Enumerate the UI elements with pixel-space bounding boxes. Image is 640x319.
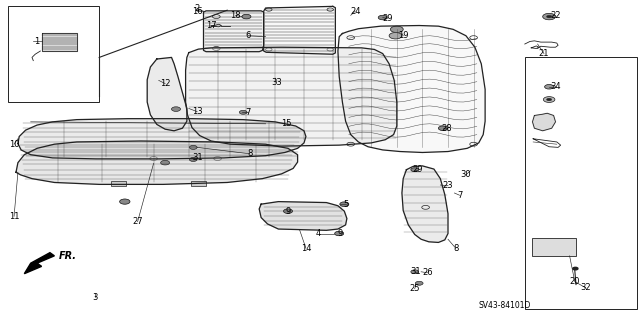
Text: 23: 23 [443,181,453,190]
Circle shape [415,281,423,285]
Circle shape [161,160,170,165]
Polygon shape [18,119,306,159]
Text: 22: 22 [550,11,561,20]
Text: 27: 27 [132,217,143,226]
Circle shape [284,209,292,213]
Text: 8: 8 [453,244,458,253]
Circle shape [411,270,419,274]
Text: 7: 7 [457,191,462,200]
Circle shape [390,26,403,33]
Polygon shape [24,253,54,274]
Circle shape [120,199,130,204]
Text: 5: 5 [343,200,348,209]
Text: 19: 19 [398,31,408,40]
Text: 16: 16 [192,7,202,16]
Circle shape [172,107,180,111]
Text: 29: 29 [382,14,392,23]
Text: 3: 3 [92,293,97,302]
Circle shape [545,85,554,89]
Circle shape [242,14,251,19]
Text: 30: 30 [461,170,471,179]
Text: 11: 11 [9,212,19,221]
Polygon shape [264,6,335,54]
Circle shape [189,158,197,161]
Text: 31: 31 [411,267,421,276]
Text: 9: 9 [285,207,291,216]
Bar [532,238,576,256]
Bar [525,57,637,309]
Text: 26: 26 [422,268,433,277]
Circle shape [189,145,197,149]
Circle shape [389,33,402,39]
Text: 14: 14 [301,244,311,253]
Text: SV43-84101D: SV43-84101D [479,301,531,310]
Text: 12: 12 [160,79,170,88]
Text: 1: 1 [35,37,40,46]
Text: 29: 29 [412,165,422,174]
Text: 31: 31 [192,153,202,162]
Text: 7: 7 [246,108,251,117]
Text: 33: 33 [271,78,282,87]
Text: 13: 13 [192,107,202,116]
Circle shape [438,126,447,130]
Bar [111,181,126,186]
Polygon shape [16,141,298,184]
Text: 17: 17 [206,21,216,30]
Polygon shape [186,47,397,146]
Circle shape [543,13,556,20]
Circle shape [411,168,419,172]
Text: FR.: FR. [59,251,77,261]
Polygon shape [532,113,556,131]
Text: 9: 9 [338,229,343,238]
Polygon shape [402,166,448,242]
Text: 32: 32 [580,283,591,292]
Polygon shape [147,57,187,131]
Circle shape [573,267,578,270]
Text: 15: 15 [282,119,292,128]
Text: 21: 21 [539,49,549,58]
Bar [191,181,206,186]
Circle shape [547,15,552,18]
Circle shape [378,15,387,20]
Text: 10: 10 [9,140,19,149]
Polygon shape [338,26,485,152]
Text: 18: 18 [230,11,241,20]
Text: 28: 28 [442,124,452,133]
Bar [8,6,99,102]
Text: 25: 25 [410,284,420,293]
Text: 6: 6 [246,31,251,40]
Circle shape [335,231,344,236]
Text: 24: 24 [350,7,360,16]
Circle shape [547,98,552,101]
Circle shape [239,110,247,114]
Circle shape [340,202,349,206]
Polygon shape [204,11,264,52]
Text: 20: 20 [570,277,580,286]
Text: 34: 34 [550,82,561,91]
Text: 8: 8 [247,149,252,158]
Circle shape [543,97,555,102]
Polygon shape [42,33,77,51]
Text: 4: 4 [316,229,321,238]
Polygon shape [259,202,347,230]
Text: 2: 2 [195,4,200,13]
